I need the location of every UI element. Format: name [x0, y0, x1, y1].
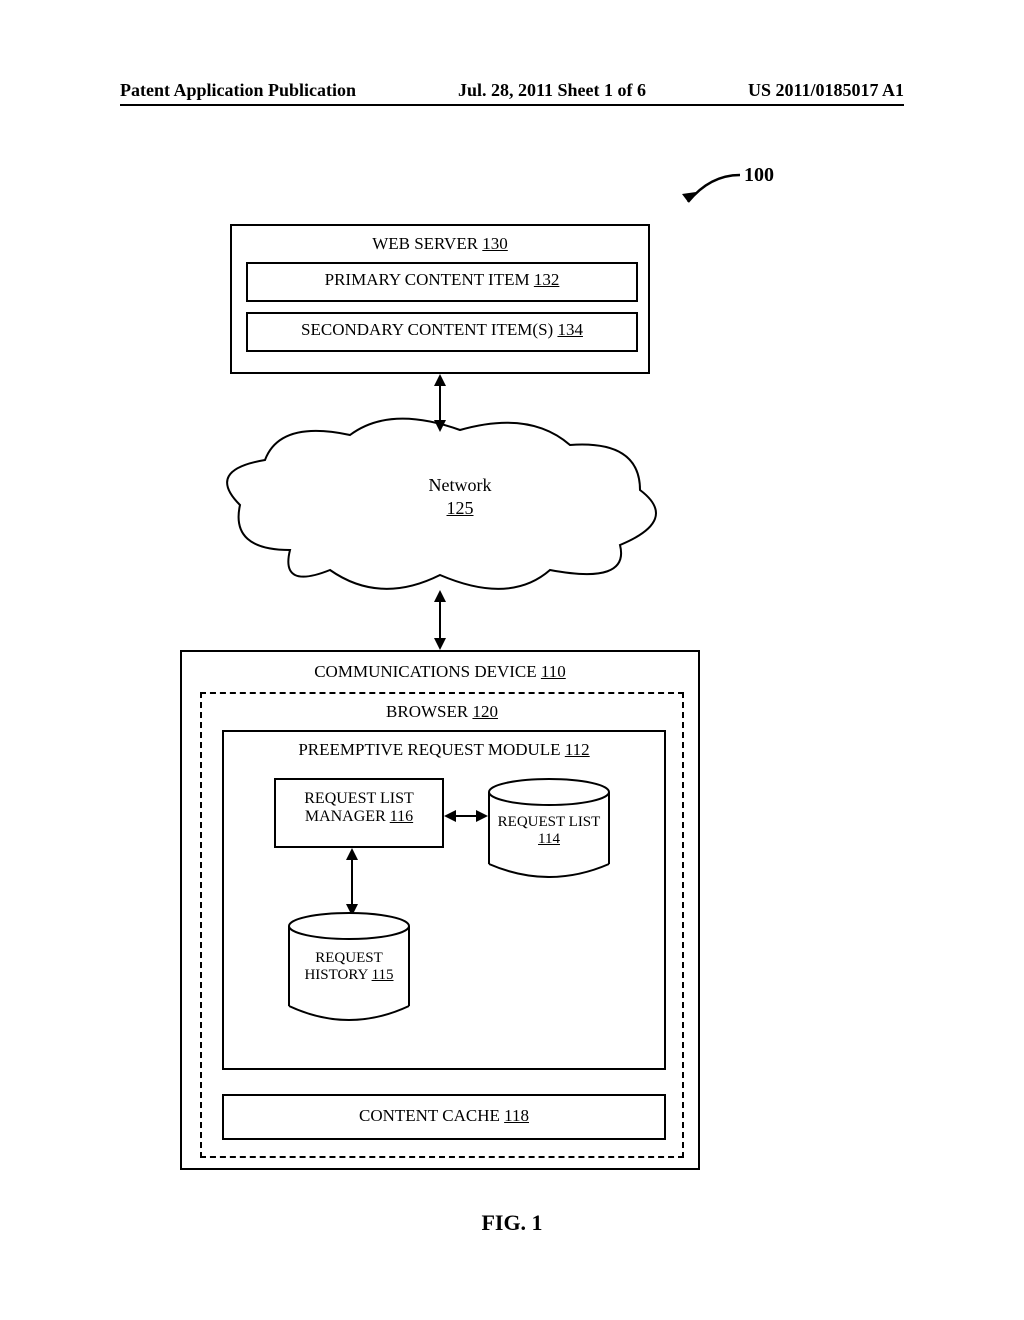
communications-device-title: COMMUNICATIONS DEVICE 110 [182, 662, 698, 682]
figure-ref-number: 100 [744, 164, 774, 187]
rlm-label: REQUEST LIST MANAGER 116 [276, 790, 442, 826]
network-label: Network 125 [400, 475, 520, 519]
header-left: Patent Application Publication [120, 80, 356, 101]
browser-title: BROWSER 120 [202, 702, 682, 722]
web-server-title: WEB SERVER 130 [232, 234, 648, 254]
prm-title: PREEMPTIVE REQUEST MODULE 112 [224, 740, 664, 760]
header-center: Jul. 28, 2011 Sheet 1 of 6 [458, 80, 646, 101]
preemptive-request-module-box: PREEMPTIVE REQUEST MODULE 112 REQUEST LI… [222, 730, 666, 1070]
arrow-rlm-reqlist [444, 806, 488, 826]
page: Patent Application Publication Jul. 28, … [0, 0, 1024, 1320]
request-list-cylinder: REQUEST LIST 114 [484, 778, 614, 878]
ref-arrow-icon [680, 170, 750, 210]
page-header: Patent Application Publication Jul. 28, … [0, 80, 1024, 101]
request-list-manager-box: REQUEST LIST MANAGER 116 [274, 778, 444, 848]
browser-box: BROWSER 120 PREEMPTIVE REQUEST MODULE 11… [200, 692, 684, 1158]
arrow-rlm-reqhist [342, 848, 362, 916]
web-server-box: WEB SERVER 130 PRIMARY CONTENT ITEM 132 … [230, 224, 650, 374]
header-right: US 2011/0185017 A1 [748, 80, 904, 101]
header-rule [120, 104, 904, 106]
primary-content-box: PRIMARY CONTENT ITEM 132 [246, 262, 638, 302]
figure-caption: FIG. 1 [0, 1210, 1024, 1236]
request-history-cylinder: REQUEST HISTORY 115 [284, 912, 414, 1022]
content-cache-box: CONTENT CACHE 118 [222, 1094, 666, 1140]
communications-device-box: COMMUNICATIONS DEVICE 110 BROWSER 120 PR… [180, 650, 700, 1170]
secondary-content-box: SECONDARY CONTENT ITEM(S) 134 [246, 312, 638, 352]
arrow-network-device [430, 590, 450, 650]
